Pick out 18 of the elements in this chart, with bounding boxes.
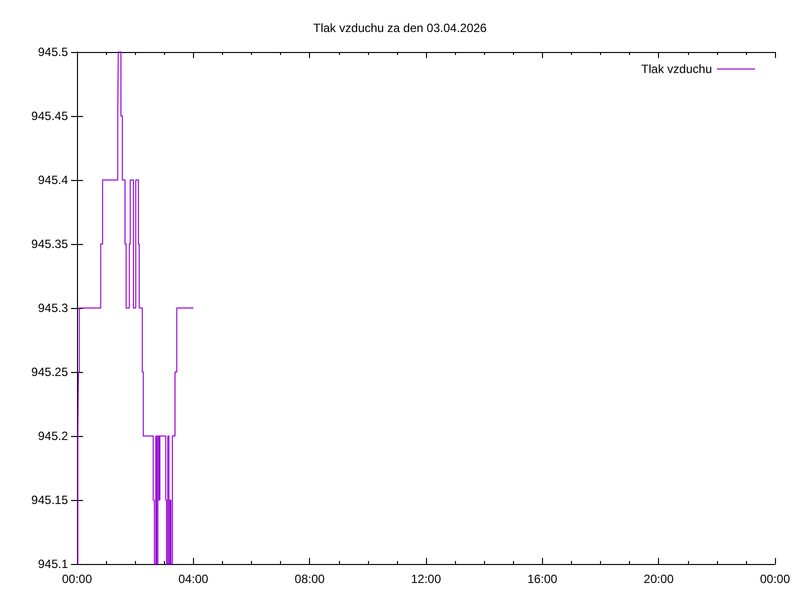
y-tick-label: 945.35 [31, 237, 68, 251]
y-tick-label: 945.1 [38, 557, 68, 571]
chart-title: Tlak vzduchu za den 03.04.2026 [313, 21, 488, 35]
x-tick-label: 00:00 [62, 572, 92, 586]
legend-label: Tlak vzduchu [641, 62, 712, 76]
x-tick-label: 16:00 [527, 572, 558, 586]
y-tick-label: 945.5 [38, 45, 68, 59]
y-tick-label: 945.15 [31, 493, 68, 507]
x-tick-label: 04:00 [178, 572, 209, 586]
y-tick-label: 945.2 [38, 429, 68, 443]
y-tick-label: 945.3 [38, 301, 68, 315]
x-tick-label: 08:00 [294, 572, 326, 586]
y-tick-label: 945.25 [31, 365, 68, 379]
x-tick-label: 00:00 [760, 572, 790, 586]
y-tick-label: 945.4 [38, 173, 68, 187]
x-tick-label: 20:00 [644, 572, 674, 586]
y-tick-label: 945.45 [31, 109, 68, 123]
x-tick-label: 12:00 [410, 572, 442, 586]
